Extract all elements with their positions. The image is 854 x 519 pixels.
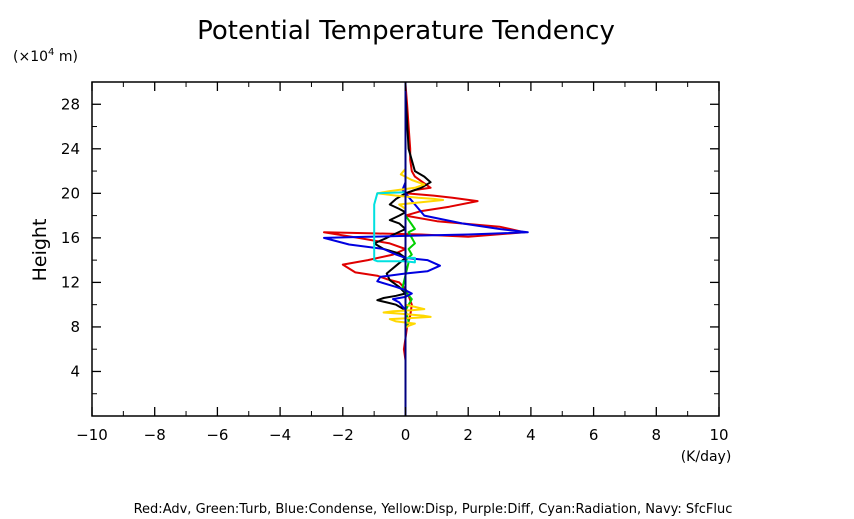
chart-title: Potential Temperature Tendency <box>197 16 615 46</box>
x-tick-label: 10 <box>709 426 728 444</box>
x-tick-label: −4 <box>269 426 291 444</box>
x-tick-label: −6 <box>206 426 228 444</box>
legend-footnote: Red:Adv, Green:Turb, Blue:Condense, Yell… <box>134 502 733 517</box>
series-layer <box>323 82 529 416</box>
y-tick-label: 24 <box>61 140 80 158</box>
x-tick-label: −2 <box>332 426 354 444</box>
y-unit-prefix: (×10 <box>13 49 48 65</box>
x-axis-unit: (K/day) <box>681 449 732 465</box>
x-tick-label: 4 <box>526 426 536 444</box>
y-tick-label: 28 <box>61 95 80 113</box>
y-axis-label: Height <box>29 219 51 282</box>
x-tick-label: 6 <box>589 426 599 444</box>
y-tick-label: 4 <box>70 362 80 380</box>
y-tick-label: 8 <box>70 318 80 336</box>
x-tick-label: −8 <box>144 426 166 444</box>
y-axis-unit: (×104 m) <box>13 47 78 65</box>
y-unit-exponent: 4 <box>48 47 54 58</box>
series-line-1 <box>323 84 526 413</box>
x-axis: −10 −8 −6 −4 −2 0 2 4 6 8 10 <box>76 82 729 444</box>
y-tick-label: 12 <box>61 273 80 291</box>
y-axis: 4 8 12 16 20 24 28 <box>61 95 719 395</box>
x-tick-label: 2 <box>463 426 473 444</box>
series-line-6 <box>373 191 416 264</box>
series-line-2 <box>373 93 432 411</box>
y-tick-label: 16 <box>61 229 80 247</box>
y-tick-label: 20 <box>61 184 80 202</box>
y-unit-suffix: m) <box>54 49 78 65</box>
x-tick-label: 8 <box>652 426 662 444</box>
x-tick-label: 0 <box>401 426 411 444</box>
plot-frame <box>91 81 720 417</box>
x-tick-label: −10 <box>76 426 108 444</box>
